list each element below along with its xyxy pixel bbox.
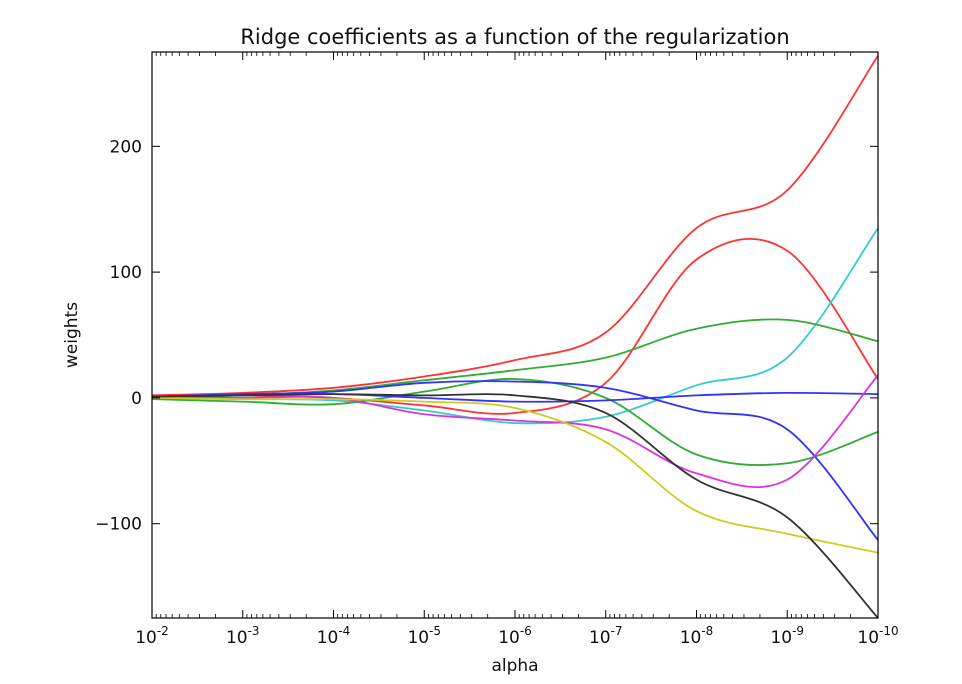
series-line-2: [151, 238, 879, 415]
chart-title: Ridge coefficients as a function of the …: [240, 25, 789, 49]
y-tick-label-4: −100: [95, 515, 142, 535]
x-tick-label-4: 10-5: [407, 624, 441, 648]
x-tick-label-9: 10-10: [857, 624, 898, 648]
series-line-1: [151, 55, 879, 397]
series-line-6: [151, 380, 879, 541]
x-tick-label-5: 10-6: [498, 624, 532, 648]
series-line-10: [151, 393, 879, 619]
series-line-5: [151, 378, 879, 467]
x-tick-label-7: 10-8: [680, 624, 714, 648]
series-layer: [151, 55, 879, 619]
series-line-8: [152, 374, 879, 488]
y-tick-label-2: 100: [110, 263, 142, 283]
x-axis-label: alpha: [491, 656, 538, 676]
y-axis-label: weights: [62, 302, 82, 368]
tick-layer: 10-2 10-3 10-4 10-5 10-6 10-7 10-8 10-9 10-10 200…: [95, 52, 899, 648]
y-tick-label-1: 200: [110, 137, 142, 157]
x-tick-label-2: 10-3: [226, 624, 260, 648]
x-tick-label-8: 10-9: [770, 624, 804, 648]
x-tick-label-1: 10-2: [135, 624, 169, 648]
y-tick-label-3: 0: [131, 389, 142, 409]
x-tick-label-6: 10-7: [589, 624, 623, 648]
x-tick-label-3: 10-4: [317, 624, 351, 648]
series-line-9: [151, 396, 879, 554]
plot-frame: [151, 51, 879, 619]
series-line-4: [151, 318, 879, 399]
